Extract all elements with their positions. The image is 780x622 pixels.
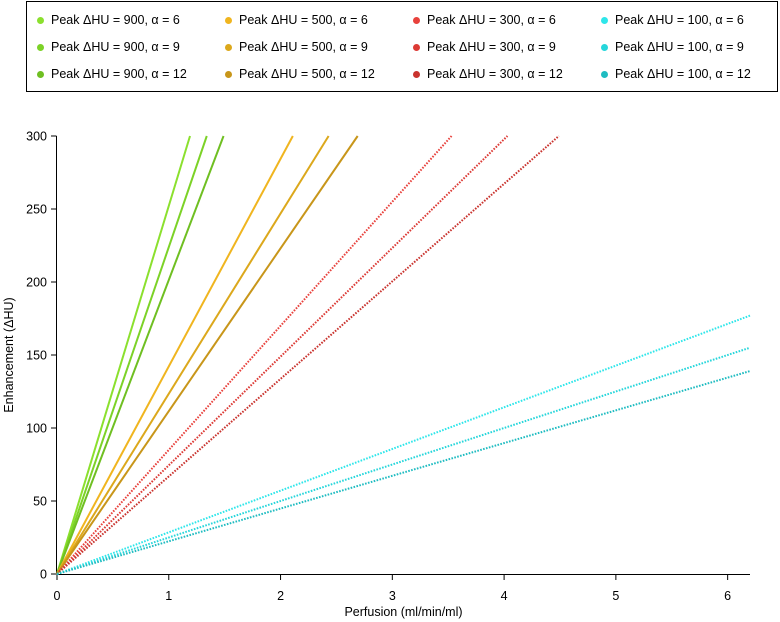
legend-label: Peak ΔHU = 500, α = 6 xyxy=(239,13,368,27)
legend-marker xyxy=(601,16,608,24)
legend-item: Peak ΔHU = 500, α = 6 xyxy=(225,12,368,28)
legend-label: Peak ΔHU = 900, α = 6 xyxy=(51,13,180,27)
legend-item: Peak ΔHU = 500, α = 9 xyxy=(225,39,368,55)
series-line-2 xyxy=(56,135,208,575)
x-tick-label: 0 xyxy=(54,589,61,603)
legend-label: Peak ΔHU = 500, α = 9 xyxy=(239,40,368,54)
legend-marker xyxy=(37,70,44,78)
x-tick-label: 6 xyxy=(724,589,731,603)
y-tick-label: 100 xyxy=(26,422,47,436)
series-line-9 xyxy=(56,135,560,575)
legend-item: Peak ΔHU = 300, α = 6 xyxy=(413,12,556,28)
legend-item: Peak ΔHU = 900, α = 12 xyxy=(37,66,187,82)
legend-marker xyxy=(225,43,232,51)
legend-label: Peak ΔHU = 300, α = 9 xyxy=(427,40,556,54)
legend-label: Peak ΔHU = 100, α = 9 xyxy=(615,40,744,54)
legend-item: Peak ΔHU = 100, α = 9 xyxy=(601,39,744,55)
y-tick-label: 0 xyxy=(40,568,47,582)
x-tick-label: 2 xyxy=(277,589,284,603)
series-line-10 xyxy=(56,314,751,575)
legend-item: Peak ΔHU = 900, α = 9 xyxy=(37,39,180,55)
legend-marker xyxy=(413,43,420,51)
legend-label: Peak ΔHU = 100, α = 12 xyxy=(615,67,751,81)
legend-item: Peak ΔHU = 300, α = 12 xyxy=(413,66,563,82)
legend-item: Peak ΔHU = 900, α = 6 xyxy=(37,12,180,28)
legend-marker xyxy=(37,16,44,24)
legend-label: Peak ΔHU = 300, α = 6 xyxy=(427,13,556,27)
y-tick-label: 200 xyxy=(26,276,47,290)
y-tick-label: 250 xyxy=(26,203,47,217)
legend-label: Peak ΔHU = 900, α = 9 xyxy=(51,40,180,54)
x-tick-label: 4 xyxy=(501,589,508,603)
legend-item: Peak ΔHU = 100, α = 12 xyxy=(601,66,751,82)
legend-item: Peak ΔHU = 300, α = 9 xyxy=(413,39,556,55)
series-line-4 xyxy=(56,135,294,575)
legend-marker xyxy=(413,70,420,78)
x-tick-label: 5 xyxy=(612,589,619,603)
legend-label: Peak ΔHU = 900, α = 12 xyxy=(51,67,187,81)
legend-marker xyxy=(601,70,608,78)
legend-item: Peak ΔHU = 100, α = 6 xyxy=(601,12,744,28)
legend-label: Peak ΔHU = 300, α = 12 xyxy=(427,67,563,81)
legend-marker xyxy=(601,43,608,51)
y-tick-label: 300 xyxy=(26,130,47,144)
series-line-12 xyxy=(56,370,751,575)
y-tick-label: 50 xyxy=(33,495,47,509)
series-line-1 xyxy=(56,135,191,575)
y-axis-label: Enhancement (ΔHU) xyxy=(2,297,16,412)
legend-label: Peak ΔHU = 100, α = 6 xyxy=(615,13,744,27)
series-line-5 xyxy=(56,135,330,575)
y-tick-label: 150 xyxy=(26,349,47,363)
x-tick-label: 3 xyxy=(389,589,396,603)
legend-marker xyxy=(225,16,232,24)
legend-marker xyxy=(225,70,232,78)
series-line-3 xyxy=(56,135,225,575)
chart-legend: Peak ΔHU = 900, α = 6 Peak ΔHU = 900, α =… xyxy=(26,1,778,92)
legend-item: Peak ΔHU = 500, α = 12 xyxy=(225,66,375,82)
series-line-11 xyxy=(56,346,751,575)
legend-marker xyxy=(413,16,420,24)
series-line-6 xyxy=(56,135,359,575)
x-axis-label: Perfusion (ml/min/ml) xyxy=(344,605,462,619)
legend-label: Peak ΔHU = 500, α = 12 xyxy=(239,67,375,81)
legend-marker xyxy=(37,43,44,51)
series-line-8 xyxy=(56,135,509,575)
series-line-7 xyxy=(56,135,453,575)
x-tick-label: 1 xyxy=(165,589,172,603)
